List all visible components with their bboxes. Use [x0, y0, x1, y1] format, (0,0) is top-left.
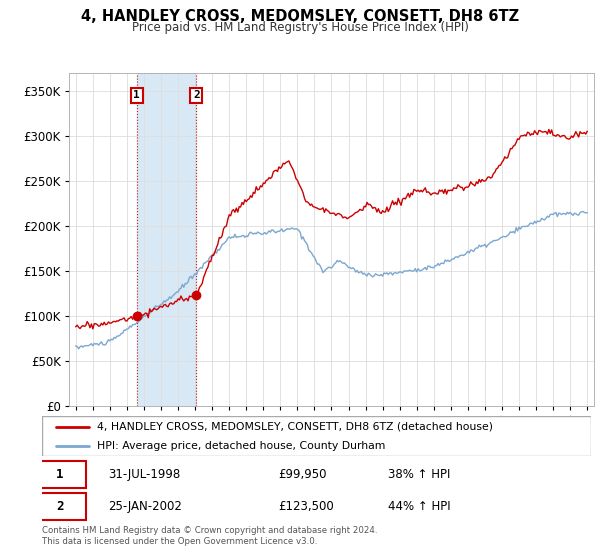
Text: 4, HANDLEY CROSS, MEDOMSLEY, CONSETT, DH8 6TZ (detached house): 4, HANDLEY CROSS, MEDOMSLEY, CONSETT, DH… [97, 422, 493, 432]
Text: 31-JUL-1998: 31-JUL-1998 [108, 468, 180, 481]
Text: Price paid vs. HM Land Registry's House Price Index (HPI): Price paid vs. HM Land Registry's House … [131, 21, 469, 34]
Text: 1: 1 [133, 90, 140, 100]
Text: 1: 1 [56, 468, 64, 481]
Text: 44% ↑ HPI: 44% ↑ HPI [388, 500, 451, 513]
FancyBboxPatch shape [34, 493, 86, 520]
Text: 4, HANDLEY CROSS, MEDOMSLEY, CONSETT, DH8 6TZ: 4, HANDLEY CROSS, MEDOMSLEY, CONSETT, DH… [81, 9, 519, 24]
Text: £99,950: £99,950 [278, 468, 326, 481]
Text: £123,500: £123,500 [278, 500, 334, 513]
FancyBboxPatch shape [34, 461, 86, 488]
FancyBboxPatch shape [42, 416, 591, 456]
Bar [137, 73, 196, 406]
Text: 25-JAN-2002: 25-JAN-2002 [108, 500, 182, 513]
Text: 38% ↑ HPI: 38% ↑ HPI [388, 468, 450, 481]
Text: HPI: Average price, detached house, County Durham: HPI: Average price, detached house, Coun… [97, 441, 385, 451]
Text: 2: 2 [193, 90, 200, 100]
Text: 2: 2 [56, 500, 64, 513]
Text: Contains HM Land Registry data © Crown copyright and database right 2024.
This d: Contains HM Land Registry data © Crown c… [42, 526, 377, 546]
